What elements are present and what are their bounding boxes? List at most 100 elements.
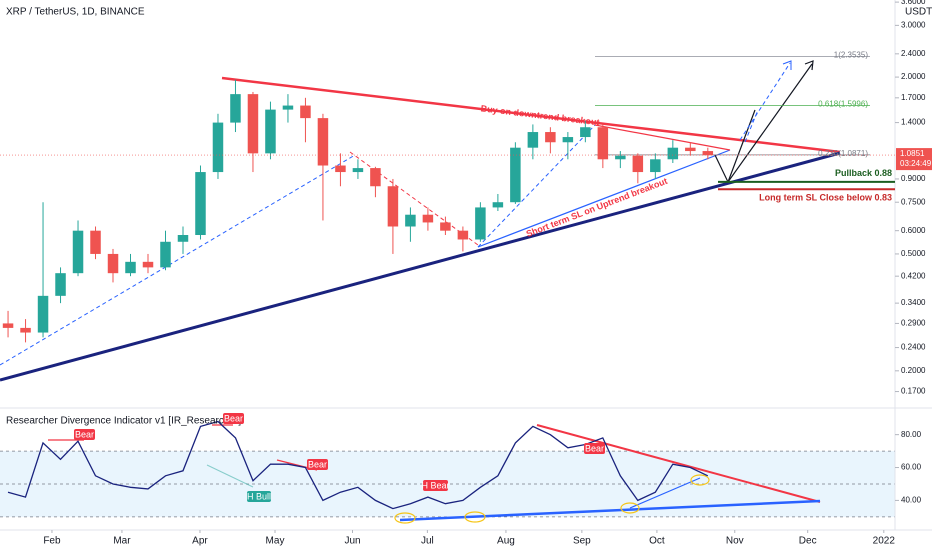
- signal-label: Bear: [585, 443, 604, 453]
- candle-body: [317, 118, 329, 166]
- candle-body: [422, 214, 434, 223]
- highlight: [394, 512, 416, 524]
- candle-body: [300, 105, 311, 119]
- candle-body: [142, 261, 154, 268]
- dashed-trend: [349, 151, 479, 246]
- arrow-head: [804, 60, 814, 71]
- candle-body: [72, 230, 84, 274]
- signal-label: H Bull: [247, 491, 271, 501]
- indicator-uptrend: [399, 499, 821, 522]
- fib-label: 1(2.3535): [834, 50, 869, 59]
- candle-body: [125, 261, 136, 274]
- last-price-box: [896, 148, 932, 171]
- uptrend-line: [0, 151, 841, 382]
- highlight: [464, 511, 486, 523]
- countdown: 03:24:49: [900, 159, 932, 168]
- currency: USDT: [905, 7, 932, 18]
- candle-body: [352, 168, 364, 173]
- downtrend-line: [221, 76, 841, 154]
- candle-body: [492, 202, 504, 208]
- signal-label: Bear: [75, 429, 94, 439]
- candle-body: [632, 155, 644, 173]
- signal-box: [74, 429, 95, 440]
- y-tick-label: 0.2900: [901, 319, 926, 328]
- signal-box: [247, 491, 271, 502]
- candle-body: [702, 151, 714, 156]
- highlight: [620, 502, 640, 514]
- y-tick-label: 1.4000: [901, 118, 926, 127]
- candle-body: [562, 137, 574, 143]
- x-tick-label: Dec: [799, 536, 817, 547]
- y-tick-label: 0.9000: [901, 174, 926, 183]
- level-label: Pullback 0.88: [835, 168, 892, 178]
- x-tick-label: Jul: [421, 536, 434, 547]
- candle-body: [545, 132, 556, 143]
- x-tick-label: Jun: [344, 536, 360, 547]
- candle-body: [510, 147, 521, 203]
- x-tick-label: Oct: [649, 536, 665, 547]
- y-tick-label: 0.7500: [901, 197, 926, 206]
- candle-body: [650, 159, 661, 173]
- candle-body: [212, 122, 224, 173]
- y-tick-label: 0.2400: [901, 343, 926, 352]
- short-downtrend-line: [594, 124, 731, 151]
- indicator-downtrend: [536, 424, 821, 503]
- y-tick-label: 80.00: [901, 430, 922, 439]
- dashed-trend: [0, 154, 356, 366]
- x-tick-label: 2022: [873, 536, 896, 547]
- candle-body: [230, 94, 241, 123]
- candle-body: [282, 105, 294, 110]
- signals: Bear Bear H Bull Bear H Bear Bear: [74, 413, 605, 502]
- arrow-head: [782, 60, 792, 70]
- candle-body: [580, 127, 591, 138]
- candle-body: [90, 230, 101, 254]
- y-tick-label: 0.2000: [901, 366, 926, 375]
- last-price-label: 1.0851: [900, 149, 925, 158]
- fib-label: 0.236(1.0871): [818, 149, 868, 158]
- indicator-title: Researcher Divergence Indicator v1 [IR_R…: [6, 416, 241, 427]
- divergence-line: [206, 464, 254, 488]
- candle-body: [177, 235, 189, 242]
- candle-body: [685, 147, 696, 152]
- indicator-line: [7, 420, 709, 510]
- candle-body: [265, 109, 276, 154]
- y-tick-label: 60.00: [901, 463, 922, 472]
- candle-body: [597, 127, 609, 160]
- candle-body: [527, 132, 539, 148]
- candle-body: [370, 168, 381, 187]
- projection-arrow: [727, 109, 756, 183]
- highlight: [690, 474, 710, 486]
- candle-body: [615, 155, 626, 160]
- candle-body: [457, 230, 469, 240]
- candle-body: [440, 222, 451, 231]
- x-tick-label: Feb: [43, 536, 61, 547]
- signal-box: [307, 459, 328, 470]
- y-tick-label: 0.1700: [901, 387, 926, 396]
- signal-box: [223, 413, 244, 424]
- candle-body: [37, 295, 49, 333]
- candle-body: [195, 172, 206, 236]
- indicator-short-line: [629, 477, 701, 509]
- x-tick-label: Sep: [573, 536, 591, 547]
- x-tick-label: May: [266, 536, 285, 547]
- candle-body: [55, 273, 66, 296]
- candle-body: [2, 323, 14, 328]
- candle-body: [475, 207, 486, 240]
- y-tick-label: 0.6000: [901, 226, 926, 235]
- projection-arrow: [744, 109, 759, 143]
- candle-body: [335, 165, 346, 173]
- signal-label: Bear: [224, 413, 243, 423]
- candle-body: [160, 241, 171, 268]
- y-tick-label: 0.4200: [901, 271, 926, 280]
- signal-label: Bear: [308, 459, 327, 469]
- dashed-trend: [477, 124, 596, 248]
- x-tick-label: Mar: [113, 536, 131, 547]
- fib-label: 0.618(1.5996): [818, 100, 868, 109]
- level-label: Long term SL Close below 0.83: [759, 193, 892, 203]
- signal-box: [423, 480, 448, 491]
- y-tick-label: 3.0000: [901, 20, 926, 29]
- y-tick-label: 2.0000: [901, 72, 926, 81]
- candle-body: [247, 94, 259, 154]
